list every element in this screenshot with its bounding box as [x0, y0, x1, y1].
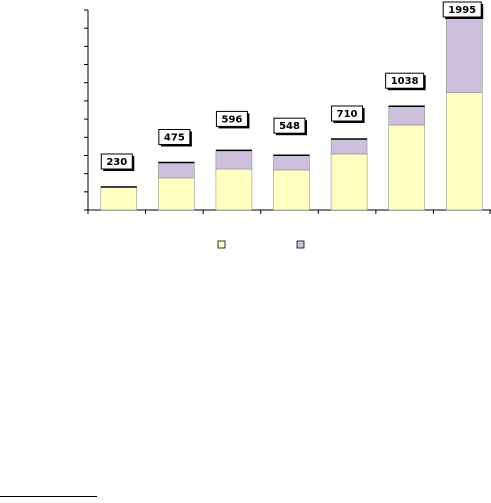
- legend-swatch-2: [296, 240, 305, 249]
- bar-segment-1: [215, 168, 253, 211]
- chart-total-labels: 230 475 596 548 710 1038 1995: [100, 1, 484, 171]
- total-label-box: [331, 105, 364, 122]
- total-label: 710: [337, 109, 358, 120]
- bar-segment-1: [158, 177, 195, 211]
- bar-segment-1: [273, 169, 310, 211]
- total-label-box: [385, 72, 425, 89]
- total-label-box: [273, 117, 306, 134]
- bar-segment-2: [445, 10, 483, 93]
- bar-segment-1: [100, 186, 138, 211]
- total-label-box: [215, 110, 248, 127]
- bar-segment-2: [388, 105, 425, 126]
- total-label: 230: [106, 157, 127, 168]
- legend-swatch-1: [217, 240, 226, 249]
- bar-segment-1: [445, 92, 483, 211]
- bar-segment-1: [330, 153, 368, 211]
- bar-segment-2: [273, 154, 310, 171]
- chart-legend: [217, 240, 305, 249]
- total-label: 1995: [448, 5, 476, 16]
- bar-segment-2: [215, 150, 253, 170]
- bar-segment-2: [158, 162, 195, 179]
- footnote-rule: [0, 496, 97, 497]
- total-label: 596: [221, 114, 242, 125]
- total-label: 475: [164, 133, 185, 144]
- total-label-box: [158, 129, 191, 145]
- total-label: 548: [279, 121, 300, 132]
- bar-segment-2: [330, 138, 368, 155]
- chart-bars: [100, 9, 483, 211]
- total-label-box: [100, 153, 133, 170]
- total-label: 1038: [391, 76, 419, 87]
- total-label-box: [442, 1, 482, 18]
- bar-segment-1: [388, 124, 425, 211]
